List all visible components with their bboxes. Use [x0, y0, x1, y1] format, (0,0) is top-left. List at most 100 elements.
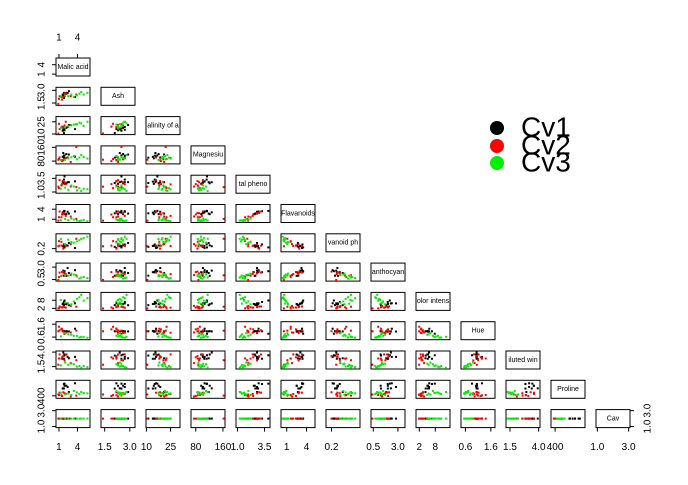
- point: [338, 272, 341, 275]
- point: [112, 158, 115, 161]
- point: [80, 335, 83, 338]
- point: [201, 179, 204, 182]
- point: [204, 334, 207, 337]
- point: [419, 395, 422, 398]
- point: [64, 244, 67, 247]
- point: [198, 307, 201, 310]
- panel-frame: [55, 409, 91, 429]
- point: [117, 185, 120, 188]
- point: [466, 417, 469, 420]
- point: [433, 382, 436, 385]
- point: [339, 395, 342, 398]
- point: [152, 182, 155, 185]
- point: [66, 91, 69, 94]
- point: [476, 353, 479, 356]
- point: [388, 305, 391, 308]
- point: [283, 391, 286, 394]
- panel-frame: [325, 262, 361, 282]
- point: [465, 391, 468, 394]
- point: [164, 158, 167, 161]
- point: [330, 305, 333, 308]
- point: [257, 244, 260, 247]
- point: [161, 299, 164, 302]
- point: [476, 384, 479, 387]
- point: [463, 366, 466, 369]
- point: [334, 274, 337, 277]
- point: [247, 393, 250, 396]
- point: [118, 391, 121, 394]
- x-tick-label: 1.0: [590, 442, 604, 453]
- point: [464, 392, 467, 395]
- point: [120, 274, 123, 277]
- y-tick-label: 3.0: [37, 260, 48, 274]
- point: [204, 273, 207, 276]
- x-tick-label: 10: [141, 442, 153, 453]
- point: [75, 158, 78, 161]
- point: [153, 154, 156, 157]
- point: [247, 273, 250, 276]
- point: [127, 391, 130, 394]
- point: [201, 181, 204, 184]
- point: [374, 365, 377, 368]
- point: [252, 328, 255, 331]
- point: [102, 363, 105, 366]
- point: [525, 417, 528, 420]
- point: [157, 219, 160, 222]
- point: [162, 362, 165, 365]
- point: [243, 298, 246, 301]
- point: [80, 276, 83, 279]
- point: [294, 328, 297, 331]
- point: [155, 247, 158, 250]
- point: [157, 187, 160, 190]
- panel-frame: [550, 409, 586, 429]
- point: [334, 330, 337, 333]
- point: [193, 304, 196, 307]
- point: [301, 300, 304, 303]
- panel-frame: [280, 204, 316, 223]
- point: [246, 217, 249, 220]
- point: [510, 392, 513, 395]
- point: [169, 214, 172, 217]
- point: [253, 274, 256, 277]
- point: [67, 95, 70, 98]
- point: [74, 210, 77, 213]
- point: [146, 158, 149, 161]
- panel-frame: [280, 262, 316, 282]
- point: [62, 387, 65, 390]
- point: [287, 241, 290, 244]
- point: [115, 216, 118, 219]
- point: [222, 274, 225, 277]
- point: [62, 180, 65, 183]
- point: [123, 385, 126, 388]
- point: [260, 210, 263, 213]
- point: [371, 307, 374, 310]
- panel-frame: [505, 350, 541, 370]
- point: [577, 417, 580, 420]
- point: [122, 124, 125, 127]
- point: [75, 305, 78, 308]
- point: [292, 306, 295, 309]
- point: [507, 392, 510, 395]
- point: [123, 417, 126, 420]
- point: [207, 330, 210, 333]
- point: [249, 303, 252, 306]
- point: [205, 354, 208, 357]
- point: [222, 305, 225, 308]
- point: [267, 354, 270, 357]
- point: [165, 216, 168, 219]
- point: [110, 328, 113, 331]
- point: [239, 297, 242, 300]
- point: [199, 366, 202, 369]
- point: [255, 304, 258, 307]
- point: [342, 389, 345, 392]
- point: [247, 417, 250, 420]
- point: [159, 391, 162, 394]
- point: [244, 357, 247, 360]
- point: [354, 366, 357, 369]
- panel-frame: [190, 379, 226, 399]
- point: [169, 353, 172, 356]
- point: [67, 219, 70, 222]
- point: [115, 247, 118, 250]
- point: [159, 330, 162, 333]
- point: [146, 363, 149, 366]
